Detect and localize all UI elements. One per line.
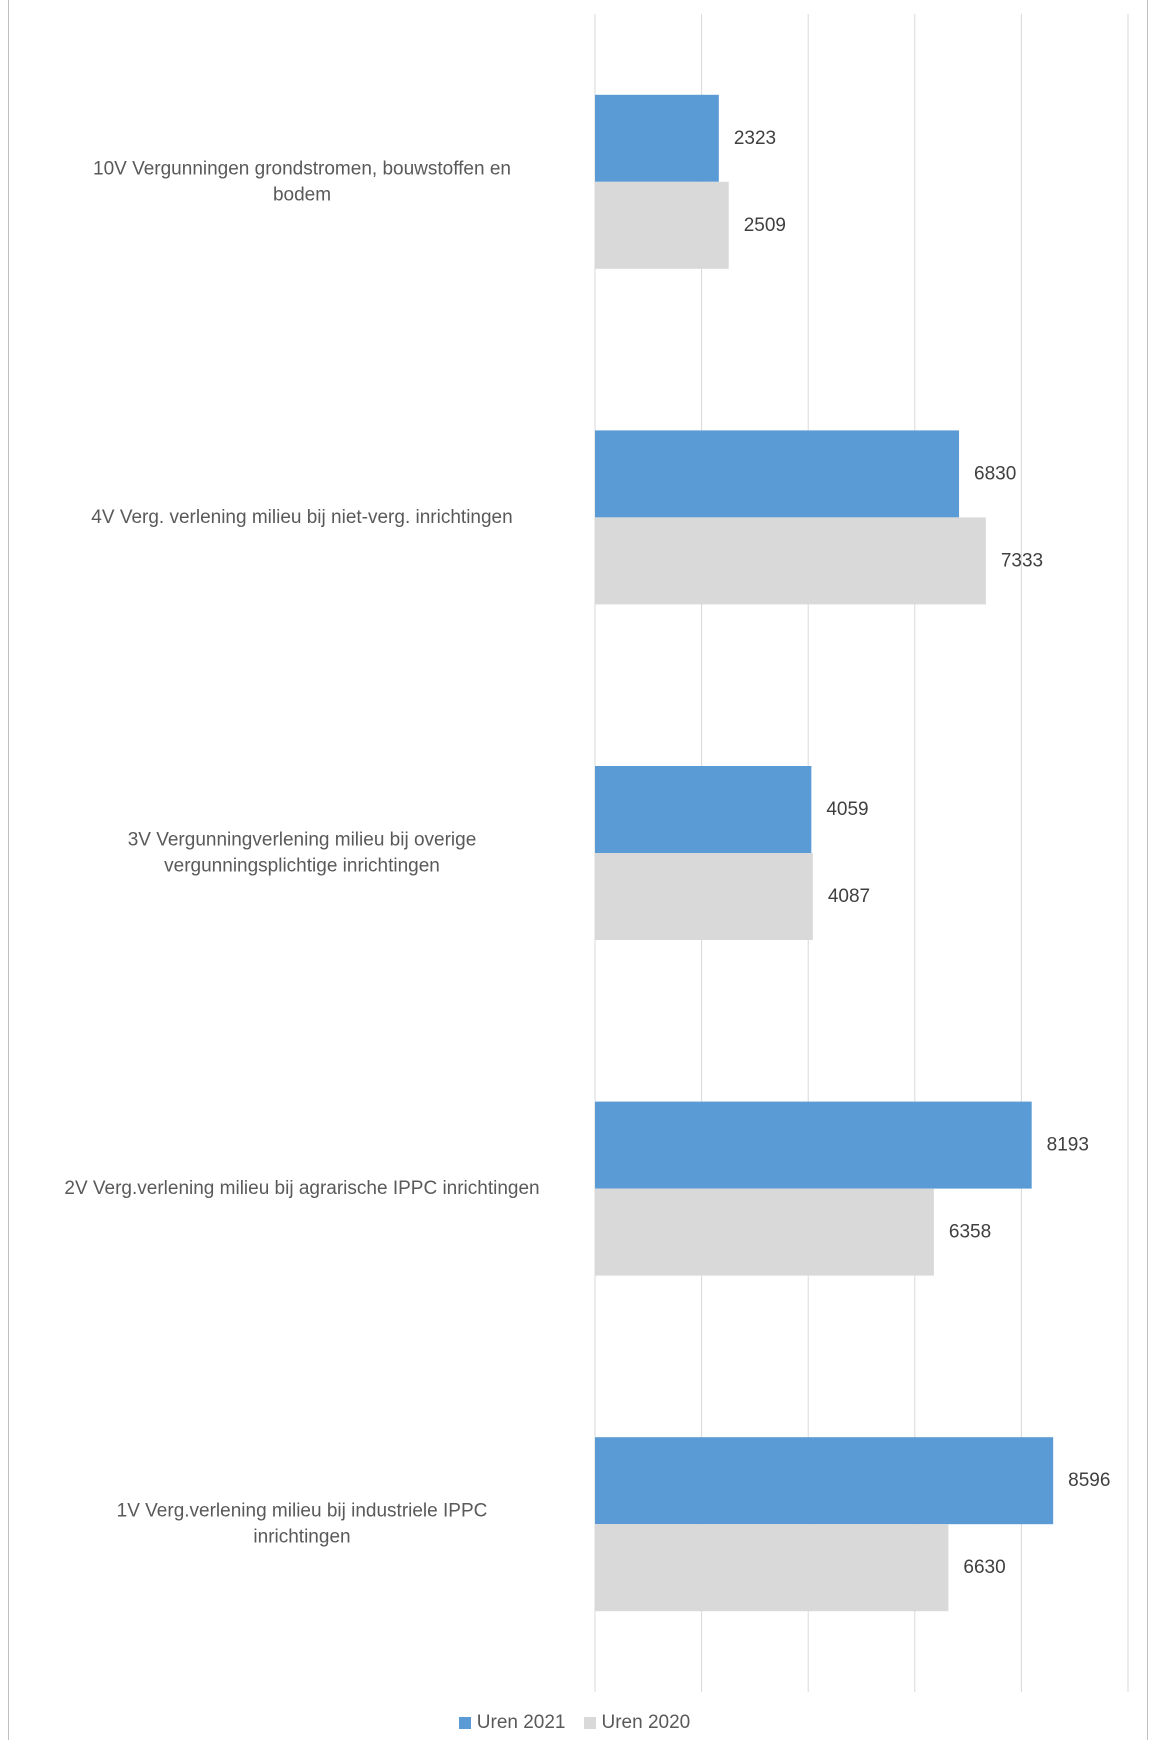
- category-label-0: 10V Vergunningen grondstromen, bouwstoff…: [93, 158, 511, 205]
- category-label-line: inrichtingen: [253, 1527, 350, 1548]
- bar-uren-2020-2: [595, 853, 813, 940]
- legend-label-1: Uren 2020: [601, 1712, 691, 1733]
- data-label-0-0: 2323: [734, 128, 776, 149]
- legend-item-series-0: Uren 2021: [458, 1712, 566, 1734]
- bar-uren-2021-2: [595, 766, 812, 853]
- bar-chart: 2323 2509 6830 7333 4059 4087 8193 6358 8596 6630…: [64, 14, 1129, 1692]
- legend-label-0: Uren 2021: [476, 1712, 566, 1733]
- category-label-line: vergunningsplichtige inrichtingen: [164, 856, 440, 877]
- category-label-line: 10V Vergunningen grondstromen, bouwstoff…: [93, 158, 511, 179]
- data-label-0-1: 6830: [974, 463, 1016, 484]
- data-label-1-1: 7333: [1001, 550, 1043, 571]
- category-label-line: bodem: [273, 184, 331, 205]
- category-label-line: 3V Vergunningverlening milieu bij overig…: [128, 830, 477, 851]
- data-label-1-0: 2509: [744, 215, 786, 236]
- category-label-line: 2V Verg.verlening milieu bij agrarische …: [64, 1178, 539, 1199]
- chart-frame: [8, 0, 1148, 1740]
- data-label-0-3: 8193: [1047, 1135, 1089, 1156]
- category-label-1: 4V Verg. verlening milieu bij niet-verg.…: [91, 507, 512, 528]
- bar-uren-2020-4: [595, 1524, 949, 1612]
- category-label-line: 1V Verg.verlening milieu bij industriele…: [117, 1501, 488, 1522]
- category-label-4: 1V Verg.verlening milieu bij industriele…: [117, 1501, 488, 1548]
- data-label-0-2: 4059: [826, 799, 868, 820]
- data-label-1-2: 4087: [828, 886, 870, 907]
- data-labels: 2323 2509 6830 7333 4059 4087 8193 6358 8596 6630: [734, 128, 1111, 1578]
- bar-uren-2021-3: [595, 1101, 1032, 1189]
- category-label-3: 2V Verg.verlening milieu bij agrarische …: [64, 1178, 539, 1199]
- data-label-1-3: 6358: [949, 1222, 991, 1243]
- category-label-2: 3V Vergunningverlening milieu bij overig…: [128, 830, 477, 877]
- bar-uren-2020-3: [595, 1188, 934, 1276]
- bar-uren-2021-0: [595, 94, 719, 182]
- bar-uren-2020-1: [595, 517, 986, 605]
- bars: [595, 94, 1054, 1612]
- bar-uren-2021-1: [595, 430, 960, 518]
- data-label-0-4: 8596: [1068, 1470, 1110, 1491]
- category-labels: 10V Vergunningen grondstromen, bouwstoff…: [64, 158, 539, 1547]
- legend-swatch-0: [458, 1717, 471, 1729]
- category-label-line: 4V Verg. verlening milieu bij niet-verg.…: [91, 507, 512, 528]
- legend: Uren 2021 Uren 2020: [0, 1712, 1149, 1734]
- data-label-1-4: 6630: [963, 1557, 1005, 1578]
- legend-item-series-1: Uren 2020: [583, 1712, 691, 1734]
- bar-uren-2021-4: [595, 1437, 1054, 1525]
- bar-uren-2020-0: [595, 181, 729, 269]
- legend-swatch-1: [583, 1717, 596, 1729]
